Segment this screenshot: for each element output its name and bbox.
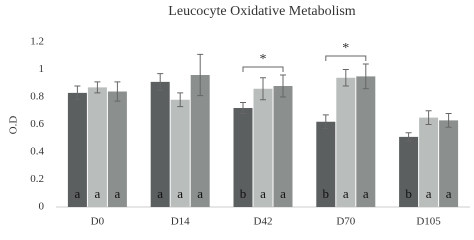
y-tick-label: 1 (39, 63, 45, 75)
error-bar (405, 132, 412, 142)
bar (170, 99, 190, 207)
group-letter: a (260, 186, 266, 201)
group-letter: a (75, 186, 81, 201)
y-tick-label: 0 (39, 201, 45, 213)
y-tick-label: 1.2 (30, 36, 44, 48)
bar (273, 86, 293, 207)
bar (107, 91, 127, 207)
significance-bracket (242, 66, 284, 72)
error-bar (197, 53, 204, 97)
error-bar (362, 63, 369, 90)
group-letter: a (426, 186, 432, 201)
bar (356, 76, 376, 207)
group-letter: a (280, 186, 286, 201)
significance-marker: * (260, 52, 267, 67)
bar (233, 108, 253, 207)
error-bar (157, 73, 164, 91)
error-bar (280, 74, 286, 98)
bar (316, 121, 336, 207)
bar (399, 136, 419, 207)
group-letter: a (115, 186, 121, 201)
error-bar (342, 69, 349, 87)
y-tick-label: 0.8 (30, 91, 44, 103)
y-axis-label: O.D (8, 116, 20, 135)
y-tick-label: 0.2 (30, 173, 44, 185)
error-bar (322, 114, 329, 130)
y-tick-label: 0.4 (30, 146, 44, 158)
group-letter: b (240, 186, 247, 201)
bar (253, 88, 273, 207)
group-letter: a (157, 186, 163, 201)
bar (150, 81, 170, 207)
bar (336, 77, 356, 207)
chart: Leucocyte Oxidative Metabolism O.D 0 0.2 0… (8, 4, 470, 228)
bar (419, 117, 439, 207)
error-bar (260, 77, 266, 101)
error-bar (425, 110, 432, 125)
error-bar (114, 81, 121, 102)
group-letter: a (95, 186, 101, 201)
error-bar (177, 92, 184, 108)
x-tick-label: D105 (416, 216, 441, 228)
x-tick-label: D42 (254, 216, 273, 228)
error-bar (445, 113, 452, 128)
bar (190, 75, 210, 207)
bar (439, 120, 459, 207)
error-bar (94, 81, 101, 94)
chart-title: Leucocyte Oxidative Metabolism (168, 4, 355, 19)
group-letter: a (446, 186, 452, 201)
error-bar (74, 85, 81, 101)
significance-bracket (325, 55, 367, 61)
bar (87, 87, 107, 207)
error-bar (240, 102, 246, 114)
bar (67, 92, 87, 207)
y-tick-label: 0.6 (30, 118, 44, 130)
group-letter: b (323, 186, 330, 201)
group-letter: a (363, 186, 369, 201)
group-letter: b (405, 186, 412, 201)
x-tick-label: D14 (171, 216, 190, 228)
group-letter: a (197, 186, 203, 201)
group-letter: a (177, 186, 183, 201)
x-tick-label: D70 (336, 216, 355, 228)
group-letter: a (343, 186, 349, 201)
x-tick-label: D0 (91, 216, 105, 228)
significance-marker: * (342, 41, 349, 56)
